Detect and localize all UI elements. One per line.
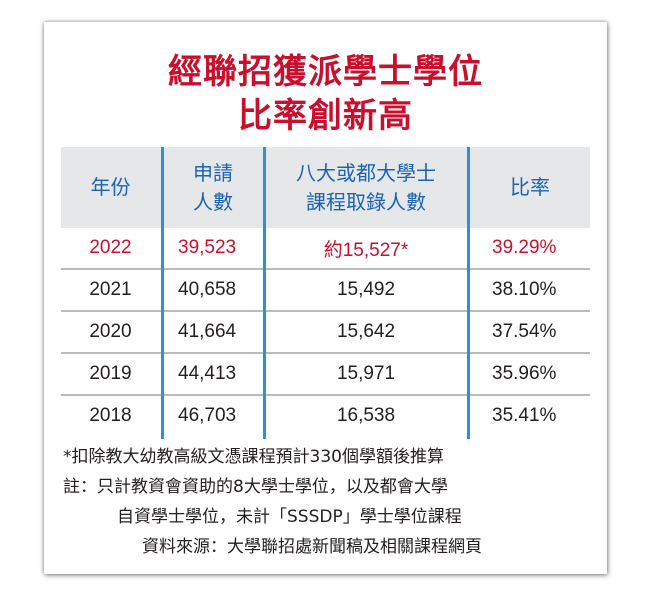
table-header-row: 年份 申請 人數 八大或都大學士 課程取錄人數 比率 [61,147,590,228]
table-row: 2021 40,658 15,492 38.10% [61,268,590,310]
header-ratio: 比率 [510,175,550,199]
table-row: 2020 41,664 15,642 37.54% [61,310,590,352]
cell-admitted: 15,642 [336,321,396,342]
cell-year: 2021 [89,279,132,300]
cell-applicants: 44,413 [178,363,237,384]
cell-applicants: 46,703 [178,405,237,426]
cell-admitted: 16,538 [336,405,396,426]
cell-year: 2018 [89,405,132,426]
infographic-card: 經聯招獲派學士學位 比率創新高 年份 申請 人數 八大或都大學士 課程取錄人數 … [44,22,607,574]
column-divider [467,147,470,439]
cell-ratio: 37.54% [492,321,557,342]
cell-year: 2020 [89,321,132,342]
title-line-2: 比率創新高 [238,96,413,136]
table-row: 2022 39,523 約15,527* 39.29% [61,228,590,268]
note-line-1: 註：只計教資會資助的8大學士學位，以及都會大學 [63,477,448,497]
cell-applicants: 41,664 [178,321,237,342]
cell-ratio: 38.10% [492,279,557,300]
cell-admitted: 約15,527* [323,239,409,261]
table-row: 2019 44,413 15,971 35.96% [61,352,590,394]
cell-applicants: 39,523 [178,237,237,258]
cell-admitted: 15,492 [336,279,396,300]
column-divider [161,147,164,439]
column-divider [263,147,266,439]
header-admitted: 八大或都大學士 課程取錄人數 [296,160,436,214]
cell-ratio: 39.29% [492,237,557,258]
cell-year: 2022 [89,237,132,258]
note-line-2: 自資學士學位，未計「SSSDP」學士學位課程 [117,507,462,527]
source-note: 資料來源：大學聯招處新聞稿及相關課程網頁 [142,537,482,557]
cell-admitted: 15,971 [336,363,396,384]
cell-ratio: 35.41% [492,405,557,426]
header-year: 年份 [90,175,131,199]
title-line-1: 經聯招獲派學士學位 [168,52,483,92]
header-applicants: 申請 人數 [193,160,233,214]
cell-applicants: 40,658 [178,279,237,300]
table-row: 2018 46,703 16,538 35.41% [61,394,590,436]
admission-ratio-table: 年份 申請 人數 八大或都大學士 課程取錄人數 比率 2022 39,523 約… [61,147,590,439]
footnote: *扣除教大幼教高級文憑課程預計330個學額後推算 [63,447,444,467]
cell-year: 2019 [89,363,132,384]
cell-ratio: 35.96% [492,363,557,384]
